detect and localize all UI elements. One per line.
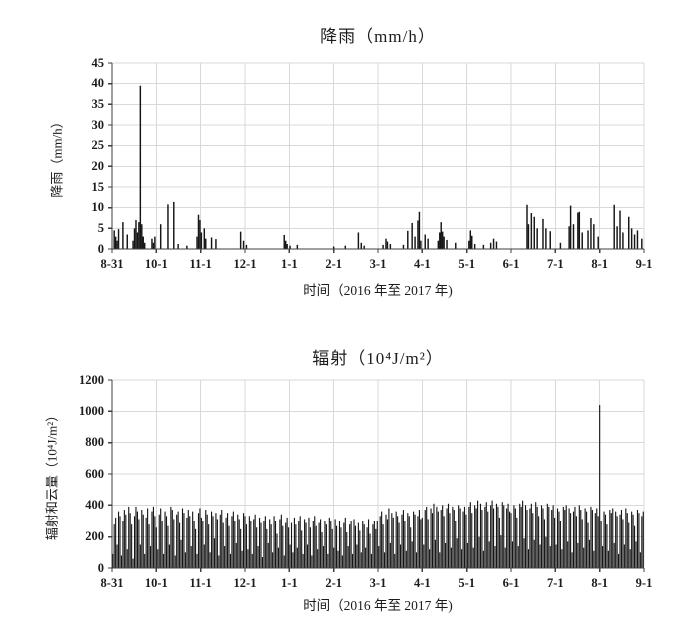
x-tick-label: 7-1: [546, 576, 564, 590]
radiation-plot-area: 0 200 400 600 800 1000 1200 8-31 10-1 11-1 12-1 1-1…: [0, 330, 686, 634]
rainfall-plot-svg: [108, 62, 645, 253]
x-tick-label: 3-1: [369, 257, 387, 271]
y-tick-label: 400: [85, 497, 104, 512]
x-tick-label: 10-1: [144, 576, 168, 590]
y-tick-label: 1000: [79, 403, 104, 418]
x-tick-label: 4-1: [413, 257, 431, 271]
radiation-plot-svg: [108, 379, 645, 572]
x-tick-label: 1-1: [280, 257, 298, 271]
y-tick-label: 20: [91, 158, 105, 173]
rainfall-x-axis-title: 时间（2016 年至 2017 年): [303, 283, 453, 298]
x-tick-label: 10-1: [144, 257, 168, 271]
y-tick-label: 0: [97, 560, 104, 575]
y-tick-label: 10: [91, 200, 105, 215]
y-tick-label: 800: [85, 435, 104, 450]
x-tick-label: 8-31: [100, 576, 124, 590]
x-tick-label: 2-1: [325, 257, 342, 271]
radiation-chart: 辐射（10⁴J/m²） 辐射和云量（10⁴J/m²） 0 200 400 600 800…: [0, 330, 686, 634]
rainfall-chart-title: 降雨（mm/h）: [320, 27, 436, 46]
radiation-x-axis-title: 时间（2016 年至 2017 年): [303, 598, 453, 613]
x-tick-label: 1-1: [280, 576, 298, 590]
x-tick-label: 12-1: [233, 576, 257, 590]
y-tick-label: 0: [97, 241, 104, 256]
x-tick-label: 7-1: [546, 257, 564, 271]
x-tick-label: 11-1: [189, 576, 212, 590]
x-tick-label: 11-1: [189, 257, 212, 271]
rainfall-chart: 降雨（mm/h） 降雨（mm/h） 0 5 10 15 20 25 30 35 40 45 8-31…: [50, 27, 653, 298]
rainfall-plot-area: 0 5 10 15 20 25 30 35 40 45 8-31 10-1 11-1 12-1 1-1 2-1…: [91, 55, 653, 272]
x-tick-label: 9-1: [635, 576, 653, 590]
x-tick-label: 8-1: [591, 576, 608, 590]
x-tick-label: 5-1: [458, 576, 475, 590]
x-tick-label: 9-1: [635, 257, 653, 271]
y-tick-label: 15: [91, 179, 105, 194]
x-tick-label: 4-1: [413, 576, 431, 590]
y-tick-label: 35: [91, 96, 105, 111]
y-tick-label: 600: [85, 466, 104, 481]
x-tick-label: 3-1: [369, 576, 387, 590]
x-tick-label: 6-1: [502, 257, 520, 271]
y-tick-label: 1200: [79, 372, 104, 387]
x-tick-label: 6-1: [502, 576, 520, 590]
y-tick-label: 25: [91, 138, 105, 153]
y-tick-label: 40: [91, 76, 105, 91]
y-tick-label: 200: [85, 529, 104, 544]
x-tick-label: 8-1: [591, 257, 608, 271]
radiation-chart-title: 辐射（10⁴J/m²）: [312, 349, 444, 368]
y-tick-label: 45: [91, 55, 105, 70]
x-tick-label: 8-31: [100, 257, 124, 271]
x-tick-label: 2-1: [325, 576, 342, 590]
x-tick-label: 12-1: [233, 257, 257, 271]
y-tick-label: 30: [91, 117, 105, 132]
y-tick-label: 5: [97, 220, 104, 235]
x-tick-label: 5-1: [458, 257, 475, 271]
